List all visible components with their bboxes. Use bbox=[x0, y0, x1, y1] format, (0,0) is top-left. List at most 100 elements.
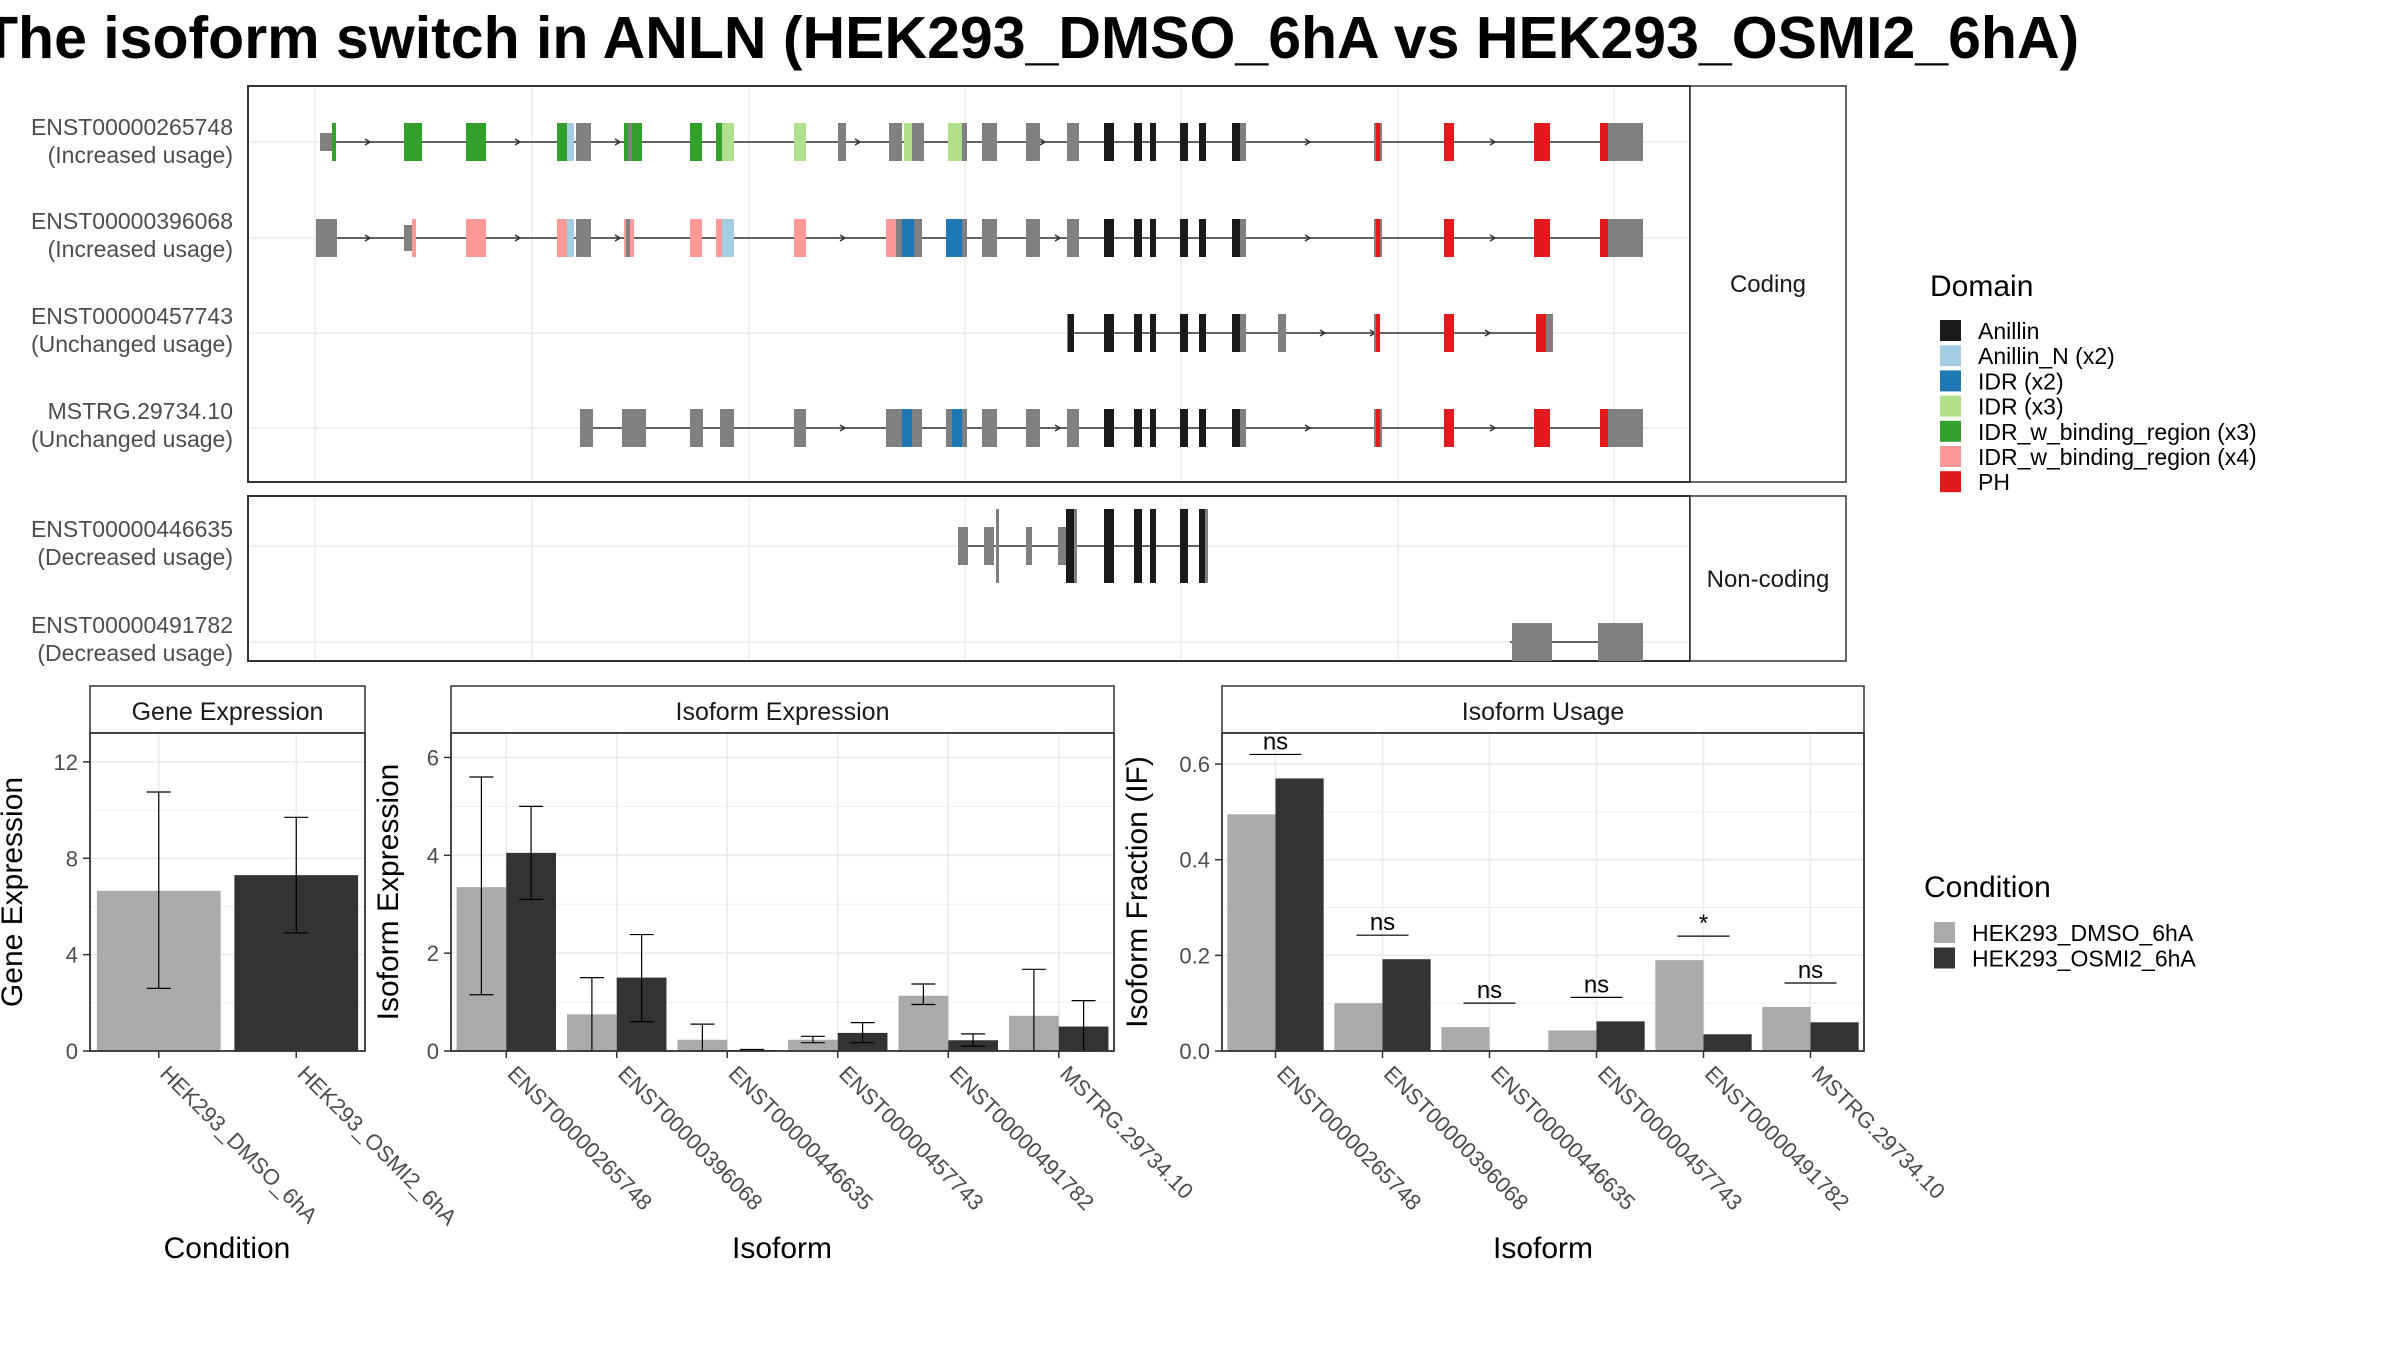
domain-block bbox=[567, 123, 574, 161]
legend-label: IDR_w_binding_region (x3) bbox=[1978, 419, 2257, 445]
exon-block bbox=[794, 409, 806, 447]
exon-block bbox=[962, 123, 967, 161]
exon-block bbox=[1240, 219, 1246, 257]
domain-block bbox=[1104, 123, 1114, 161]
legend-key bbox=[1940, 320, 1961, 341]
exon-block bbox=[1067, 123, 1079, 161]
strand-arrow bbox=[1304, 138, 1312, 146]
domain-block bbox=[557, 219, 567, 257]
exon-block bbox=[1067, 219, 1079, 257]
bar bbox=[788, 1039, 838, 1051]
exon-block bbox=[962, 409, 967, 447]
y-tick-label: 4 bbox=[427, 843, 439, 868]
domain-legend-title: Domain bbox=[1930, 270, 2033, 303]
transcript-track bbox=[1067, 314, 1553, 352]
legend-key bbox=[1940, 471, 1961, 493]
transcript-id-label: MSTRG.29734.10 bbox=[48, 398, 233, 424]
strand-arrow bbox=[1484, 329, 1492, 337]
legend-key bbox=[1940, 395, 1961, 417]
transcript-track bbox=[580, 409, 1643, 447]
domain-block bbox=[1180, 123, 1188, 161]
exon-block bbox=[1598, 623, 1643, 661]
facet-title: Isoform Expression bbox=[676, 698, 890, 726]
y-tick-label: 0.4 bbox=[1179, 848, 1210, 873]
domain-block bbox=[1534, 219, 1550, 257]
exon-block bbox=[576, 219, 591, 257]
transcript-id-label: ENST00000265748 bbox=[31, 114, 233, 140]
bar bbox=[1655, 960, 1704, 1051]
domain-block bbox=[1232, 409, 1240, 447]
domain-block bbox=[1066, 509, 1074, 583]
domain-block bbox=[1199, 509, 1206, 583]
strand-arrow bbox=[514, 138, 522, 146]
exon-block bbox=[1546, 314, 1553, 352]
noncoding-strip-label: Non-coding bbox=[1707, 566, 1830, 593]
domain-block bbox=[1150, 409, 1156, 447]
domain-block bbox=[1444, 409, 1454, 447]
coding-strip bbox=[1689, 85, 1847, 483]
transcript-usage-label: (Unchanged usage) bbox=[31, 331, 233, 357]
domain-block bbox=[1444, 123, 1454, 161]
domain-block bbox=[1150, 314, 1156, 352]
legend-label: Anillin bbox=[1978, 318, 2039, 344]
domain-block bbox=[1104, 509, 1114, 583]
transcript-usage-label: (Increased usage) bbox=[48, 142, 233, 168]
domain-block bbox=[557, 123, 568, 161]
significance-label: ns bbox=[1798, 957, 1823, 984]
domain-block bbox=[1150, 219, 1156, 257]
bar bbox=[1596, 1021, 1645, 1051]
transcript-usage-label: (Increased usage) bbox=[48, 236, 233, 262]
exon-block bbox=[912, 123, 924, 161]
y-tick-label: 0 bbox=[66, 1039, 78, 1064]
domain-block bbox=[722, 123, 734, 161]
domain-block bbox=[1376, 314, 1380, 352]
exon-block bbox=[982, 409, 997, 447]
domain-block bbox=[412, 219, 416, 257]
domain-block bbox=[466, 123, 486, 161]
exon-block bbox=[1026, 527, 1032, 565]
condition-legend: Condition HEK293_DMSO_6hAHEK293_OSMI2_6h… bbox=[1924, 871, 2196, 972]
legend-label: PH bbox=[1978, 469, 2010, 495]
strand-arrow bbox=[1039, 138, 1047, 146]
facet-title: Isoform Usage bbox=[1462, 698, 1625, 726]
exon-block bbox=[982, 123, 997, 161]
y-tick-label: 0 bbox=[427, 1039, 439, 1064]
bar bbox=[1762, 1007, 1811, 1051]
strand-arrow bbox=[1054, 234, 1062, 242]
strand-arrow bbox=[614, 234, 622, 242]
bar bbox=[1441, 1027, 1490, 1051]
exon-block bbox=[982, 219, 997, 257]
exon-block bbox=[404, 225, 414, 251]
domain-block bbox=[1134, 123, 1142, 161]
exon-block bbox=[1026, 123, 1040, 161]
transcript-usage-label: (Decreased usage) bbox=[37, 544, 233, 570]
x-axis-title: Isoform bbox=[1493, 1232, 1593, 1265]
domain-block bbox=[1600, 219, 1609, 257]
legend-key bbox=[1940, 370, 1961, 392]
facet-title: Gene Expression bbox=[132, 698, 324, 726]
strand-arrow bbox=[1489, 424, 1497, 432]
transcript-usage-label: (Decreased usage) bbox=[37, 640, 233, 666]
bar-panel: Isoform UsagensENST00000265748nsENST0000… bbox=[1121, 685, 1950, 1265]
facet-strip bbox=[1221, 685, 1865, 734]
exon-block bbox=[1278, 314, 1286, 352]
strand-arrow bbox=[364, 138, 372, 146]
domain-block bbox=[952, 409, 964, 447]
domain-block bbox=[904, 123, 912, 161]
exon-block bbox=[896, 219, 902, 257]
domain-block bbox=[716, 219, 722, 257]
domain-block bbox=[794, 123, 806, 161]
domain-block bbox=[722, 219, 734, 257]
facet-strip bbox=[450, 685, 1115, 734]
domain-block bbox=[1376, 219, 1380, 257]
exon-block bbox=[996, 509, 999, 583]
legend-key bbox=[1940, 345, 1961, 367]
transcript-track bbox=[320, 123, 1643, 161]
domain-block bbox=[332, 123, 336, 161]
exon-block bbox=[1512, 623, 1552, 661]
domain-block bbox=[1536, 314, 1548, 352]
domain-block bbox=[1068, 314, 1074, 352]
bar bbox=[1382, 959, 1431, 1051]
exon-block bbox=[1205, 509, 1208, 583]
figure-title: The isoform switch in ANLN (HEK293_DMSO_… bbox=[0, 5, 2079, 71]
